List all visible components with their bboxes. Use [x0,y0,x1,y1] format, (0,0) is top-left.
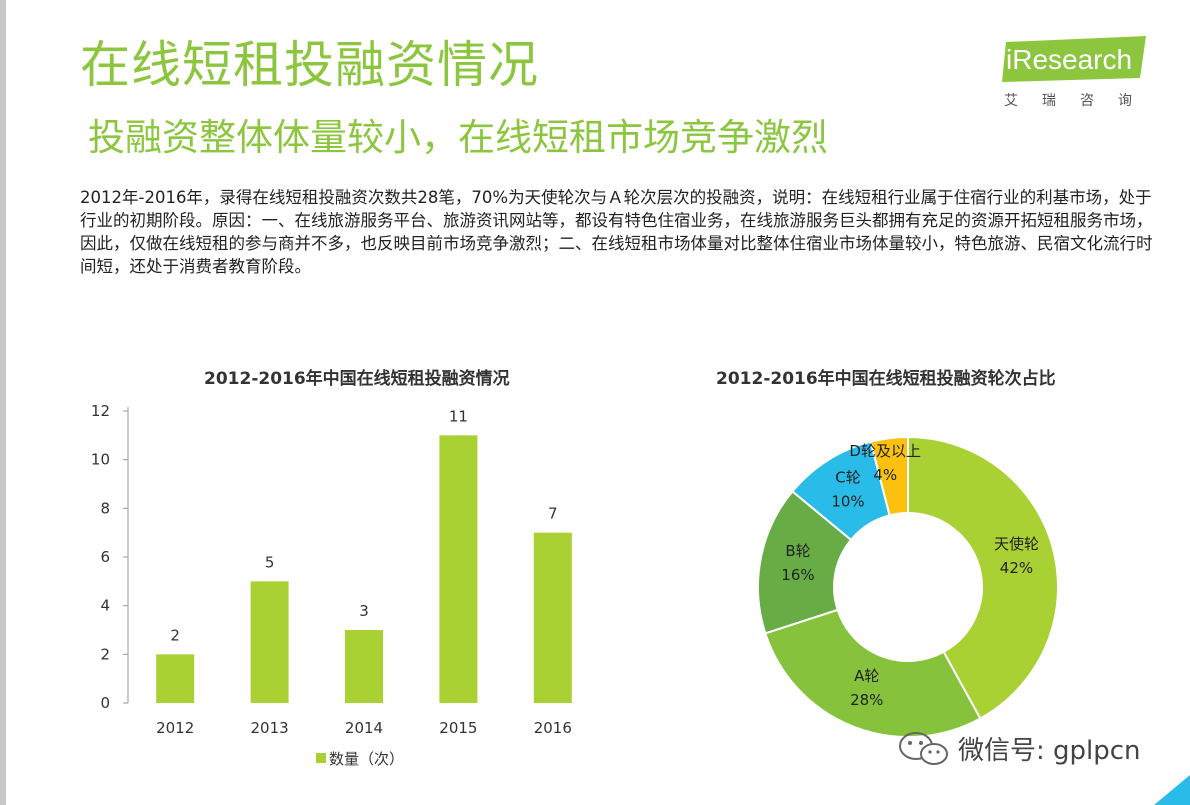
legend-swatch [316,753,326,763]
slice-percent: 16% [781,566,814,584]
bar [533,532,572,703]
y-tick-label: 4 [100,597,110,615]
bar [345,630,383,703]
left-edge-bar [0,0,6,805]
y-tick-label: 8 [100,499,110,517]
logo-badge [1002,36,1146,82]
iresearch-logo: iResearch 艾瑞咨询 [996,34,1156,114]
description-paragraph: 2012年-2016年，录得在线短租投融资次数共28笔，70%为天使轮次与Ａ轮次… [80,188,1153,276]
slice-percent: 10% [831,492,864,510]
donut-chart: 天使轮 42% A轮 28% B轮 16% C轮 10% D轮及以上 4% [757,435,1059,738]
wechat-icon [899,732,948,765]
wechat-watermark: 微信号: gplpcn [894,726,1164,770]
corner-decoration [1154,775,1190,805]
y-tick-label: 0 [100,694,110,712]
bar-value-label: 11 [449,407,468,425]
x-tick-label: 2014 [345,719,383,737]
slice-percent: 28% [850,691,883,709]
donut-slice [764,608,982,738]
bar-chart-title: 2012-2016年中国在线短租投融资情况 [204,369,510,389]
watermark-text: 微信号: gplpcn [958,736,1141,766]
logo-brand-text: iResearch [1006,44,1133,75]
bar-value-label: 7 [548,505,558,523]
slice-percent: 42% [1000,559,1033,577]
x-tick-label: 2015 [439,719,477,737]
x-tick-label: 2012 [156,719,194,737]
bar-chart: 0 2 4 6 8 10 12 2 2012 5 2013 3 2014 11 2015 7 2016 数量（次） [91,402,572,768]
bar-value-label: 3 [359,602,369,620]
y-tick-label: 6 [100,548,110,566]
slice-label: 天使轮 [994,535,1039,553]
y-tick-label: 10 [91,451,110,469]
x-tick-label: 2013 [251,719,289,737]
slice-label: B轮 [785,542,810,560]
bar [250,581,289,703]
donut-chart-title: 2012-2016年中国在线短租投融资轮次占比 [716,369,1056,389]
bar-value-label: 2 [170,626,180,644]
slice-label: D轮及以上 [849,442,921,460]
legend-label: 数量（次） [329,750,404,768]
donut-slice [907,435,1059,720]
y-tick-label: 2 [100,645,110,663]
slice-label: C轮 [835,468,860,486]
page-subtitle: 投融资整体体量较小，在线短租市场竞争激烈 [88,116,828,159]
bar [439,435,478,703]
x-tick-label: 2016 [534,719,572,737]
page-title: 在线短租投融资情况 [80,36,539,94]
logo-chinese-text: 艾瑞咨询 [1004,93,1156,109]
slice-label: A轮 [854,667,879,685]
y-tick-label: 12 [91,402,110,420]
bar [156,654,195,703]
bar-value-label: 5 [265,553,275,571]
donut-slice [869,435,909,517]
slice-percent: 4% [873,466,897,484]
